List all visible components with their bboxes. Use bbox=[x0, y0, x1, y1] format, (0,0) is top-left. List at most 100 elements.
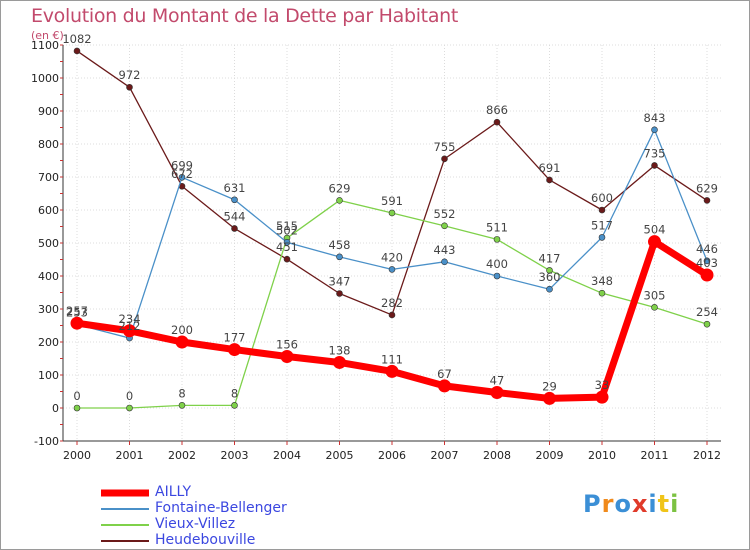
x-tick-label: 2004 bbox=[273, 449, 301, 462]
legend-label: AILLY bbox=[155, 484, 191, 500]
data-point bbox=[441, 155, 448, 163]
data-label: 972 bbox=[119, 68, 141, 82]
data-label: 699 bbox=[171, 158, 193, 172]
data-label: 458 bbox=[329, 238, 351, 252]
data-label: 0 bbox=[73, 389, 80, 403]
data-point bbox=[231, 402, 238, 409]
data-label: 443 bbox=[434, 243, 456, 257]
data-point bbox=[543, 391, 556, 405]
x-tick-label: 2012 bbox=[693, 449, 721, 462]
data-label: 403 bbox=[696, 256, 718, 270]
data-point bbox=[333, 355, 346, 369]
data-point bbox=[595, 390, 609, 404]
data-point bbox=[700, 268, 714, 282]
data-label: 156 bbox=[276, 338, 298, 352]
legend-label: Heudebouville bbox=[155, 532, 256, 548]
y-tick-label: 300 bbox=[38, 303, 59, 316]
data-label: 631 bbox=[224, 181, 246, 195]
data-label: 672 bbox=[171, 167, 193, 181]
y-tick-label: -100 bbox=[34, 435, 59, 448]
x-tick-label: 2001 bbox=[116, 449, 144, 462]
data-point bbox=[546, 267, 553, 274]
data-point bbox=[598, 234, 606, 241]
y-tick-label: 900 bbox=[38, 105, 59, 118]
data-label: 1082 bbox=[62, 32, 91, 46]
data-label: 8 bbox=[178, 386, 185, 400]
data-point bbox=[388, 266, 396, 273]
data-point bbox=[648, 235, 661, 249]
data-point bbox=[703, 197, 711, 204]
data-point bbox=[546, 285, 553, 293]
chart-title: Evolution du Montant de la Dette par Hab… bbox=[31, 5, 459, 27]
x-tick-label: 2011 bbox=[641, 449, 669, 462]
logo-letter: t bbox=[657, 490, 671, 518]
y-tick-label: 100 bbox=[38, 369, 59, 382]
legend-swatch bbox=[101, 508, 149, 510]
legend-label: Fontaine-Bellenger bbox=[155, 500, 287, 516]
y-tick-label: 1000 bbox=[31, 72, 59, 85]
data-point bbox=[336, 253, 343, 261]
y-tick-label: 600 bbox=[38, 204, 59, 217]
logo-letter: i bbox=[648, 490, 658, 518]
data-point bbox=[703, 257, 711, 265]
data-point bbox=[493, 272, 501, 280]
data-label: 517 bbox=[591, 218, 613, 232]
data-label: 257 bbox=[66, 304, 88, 318]
data-label: 253 bbox=[66, 306, 88, 320]
data-label: 177 bbox=[224, 331, 246, 345]
y-tick-label: 0 bbox=[52, 402, 59, 415]
data-point bbox=[336, 197, 343, 204]
y-tick-label: 800 bbox=[38, 138, 59, 151]
data-point bbox=[123, 324, 136, 338]
x-tick-label: 2007 bbox=[431, 449, 459, 462]
logo-letter: o bbox=[614, 490, 632, 518]
data-label: 29 bbox=[542, 379, 557, 393]
legend-swatch bbox=[101, 540, 149, 542]
data-point bbox=[73, 47, 81, 55]
data-point bbox=[73, 404, 81, 412]
data-label: 200 bbox=[171, 323, 193, 337]
data-point bbox=[175, 335, 189, 349]
y-tick-label: 1100 bbox=[31, 39, 59, 52]
logo-letter: i bbox=[670, 490, 680, 518]
data-label: 417 bbox=[539, 251, 561, 265]
data-label: 400 bbox=[486, 257, 508, 271]
x-tick-label: 2000 bbox=[63, 449, 91, 462]
data-point bbox=[493, 236, 501, 243]
data-point bbox=[546, 176, 553, 184]
chart-subtitle: (en €) bbox=[31, 29, 64, 42]
data-point bbox=[228, 343, 241, 357]
data-label: 33 bbox=[595, 378, 610, 392]
data-label: 305 bbox=[644, 288, 666, 302]
x-tick-label: 2010 bbox=[588, 449, 616, 462]
data-label: 282 bbox=[381, 296, 403, 310]
data-point bbox=[651, 162, 658, 169]
data-label: 691 bbox=[539, 161, 561, 175]
data-point bbox=[231, 196, 238, 204]
data-point bbox=[703, 320, 711, 328]
data-label: 735 bbox=[644, 146, 666, 160]
data-point bbox=[283, 255, 291, 263]
data-label: 347 bbox=[329, 274, 351, 288]
logo-letter: P bbox=[583, 490, 602, 518]
data-label: 629 bbox=[329, 181, 351, 195]
data-point bbox=[598, 206, 606, 214]
data-label: 511 bbox=[486, 220, 508, 234]
y-tick-label: 400 bbox=[38, 270, 59, 283]
data-label: 138 bbox=[329, 343, 351, 357]
data-point bbox=[651, 304, 658, 311]
proxiti-logo: Proxiti bbox=[583, 490, 679, 518]
x-tick-label: 2006 bbox=[378, 449, 406, 462]
x-tick-label: 2002 bbox=[168, 449, 196, 462]
data-label: 212 bbox=[119, 319, 141, 333]
data-label: 446 bbox=[696, 242, 718, 256]
data-point bbox=[441, 222, 448, 230]
data-label: 47 bbox=[490, 373, 505, 387]
data-label: 629 bbox=[696, 181, 718, 195]
data-label: 600 bbox=[591, 191, 613, 205]
data-point bbox=[336, 290, 343, 297]
data-label: 451 bbox=[276, 240, 298, 254]
data-label: 843 bbox=[644, 111, 666, 125]
data-point bbox=[388, 209, 396, 217]
y-tick-label: 500 bbox=[38, 237, 59, 250]
